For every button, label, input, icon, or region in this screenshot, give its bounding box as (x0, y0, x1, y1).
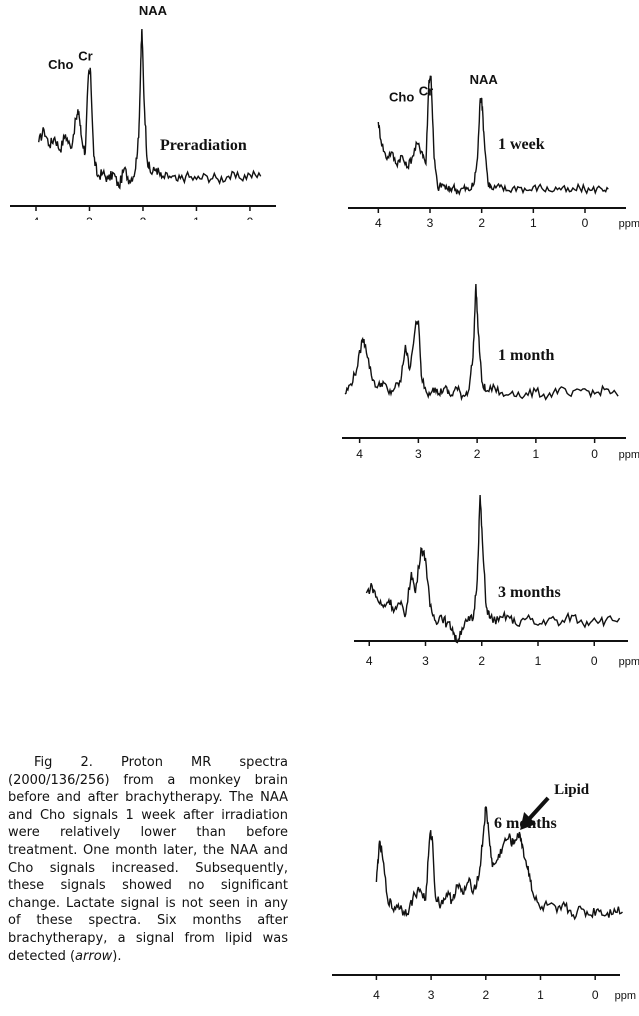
tick-label: 3 (415, 447, 422, 461)
tick-label: 4 (375, 216, 382, 230)
spectrum-trace (377, 75, 609, 196)
tick-label: 4 (356, 447, 363, 461)
tick-label: 1 (533, 447, 540, 461)
peak-label-cho: Cho (389, 90, 414, 105)
tick-label: 2 (140, 215, 147, 220)
spectrum-chart-1-month: 4 3 2 1 0 ppm 1 month (342, 283, 639, 461)
lipid-arrow (526, 796, 550, 822)
tick-label: 0 (591, 654, 598, 668)
tick-label: 1 (535, 654, 542, 668)
lipid-label: Lipid (554, 782, 590, 798)
spectrum-chart-1-week: 4 3 2 1 0 ppm 1 week Cho Cr NAA (348, 72, 639, 230)
caption-text: Fig 2. Proton MR spectra (2000/136/256) … (8, 755, 288, 964)
spectrum-trace (375, 806, 623, 921)
tick-label: 0 (591, 447, 598, 461)
lipid-arrow-head (520, 812, 537, 830)
axis-unit-label: ppm (619, 656, 639, 668)
tick-label: 2 (478, 216, 485, 230)
tick-label: 0 (592, 988, 599, 1002)
caption-arrow-word: arrow (75, 948, 113, 964)
tick-label: 2 (478, 654, 485, 668)
tick-label: 1 (193, 215, 200, 220)
peak-label-cr: Cr (78, 48, 92, 63)
spectrum-panel-preradiation: 4 3 2 1 0 ppm Preradiation Cho Cr NAA (0, 0, 290, 229)
axis-unit-label: ppm (619, 449, 639, 461)
tick-label: 3 (86, 215, 93, 220)
condition-label: 3 months (498, 584, 561, 601)
spectrum-trace (38, 28, 262, 190)
spectrum-chart-preradiation: 4 3 2 1 0 ppm Preradiation Cho Cr NAA (10, 3, 286, 229)
tick-label: 1 (537, 988, 544, 1002)
tick-label: 2 (474, 447, 481, 461)
peak-label-cr: Cr (419, 84, 433, 99)
condition-label: 1 month (498, 347, 555, 364)
tick-label: 4 (33, 215, 40, 220)
axis-unit-label: ppm (619, 218, 639, 230)
caption-closing: ). (112, 948, 122, 964)
condition-label: 1 week (498, 136, 545, 153)
tick-label: 3 (427, 216, 434, 230)
tick-label: 4 (366, 654, 373, 668)
peak-label-cho: Cho (48, 57, 73, 72)
spectrum-panel-3-months: 4 3 2 1 0 ppm 3 months (320, 475, 639, 685)
spectrum-chart-3-months: 4 3 2 1 0 ppm 3 months (354, 494, 639, 668)
axis-unit-label: ppm (265, 217, 286, 220)
tick-label: 1 (530, 216, 537, 230)
tick-label: 3 (428, 988, 435, 1002)
tick-label: 2 (482, 988, 489, 1002)
spectrum-panel-1-month: 4 3 2 1 0 ppm 1 month (320, 260, 639, 470)
spectrum-trace (365, 494, 621, 644)
figure-caption: Fig 2. Proton MR spectra (2000/136/256) … (8, 754, 288, 965)
tick-label: 3 (422, 654, 429, 668)
tick-label: 4 (373, 988, 380, 1002)
spectrum-trace (344, 283, 619, 402)
tick-label: 0 (582, 216, 589, 230)
spectrum-panel-1-week: 4 3 2 1 0 ppm 1 week Cho Cr NAA (320, 50, 639, 250)
tick-label: 0 (247, 215, 254, 220)
condition-label: Preradiation (160, 137, 247, 154)
peak-label-naa: NAA (139, 3, 168, 18)
axis-unit-label: ppm (615, 990, 636, 1002)
peak-label-naa: NAA (470, 72, 499, 87)
